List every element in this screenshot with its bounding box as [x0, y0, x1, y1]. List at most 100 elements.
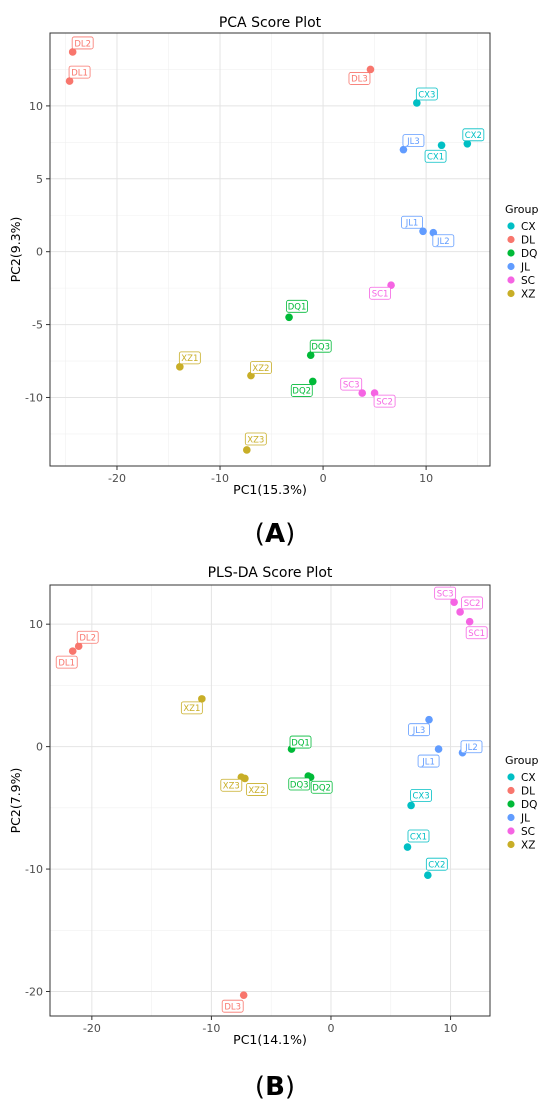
panel-label-letter: B	[265, 1072, 285, 1102]
point-label: DQ1	[291, 738, 310, 748]
point-label: XZ1	[181, 354, 198, 364]
y-axis-label: PC2(7.9%)	[8, 768, 23, 834]
point-label-box	[68, 65, 91, 79]
data-point	[239, 991, 248, 999]
point-label: DQ2	[312, 784, 331, 794]
point-label: CX3	[418, 90, 435, 100]
point-label-box	[424, 149, 447, 163]
legend-marker	[507, 840, 515, 849]
plot-border	[49, 32, 491, 467]
point-label-box	[340, 377, 363, 391]
x-tick-label: -20	[108, 472, 126, 485]
point-label: CX1	[427, 153, 444, 163]
point-label-box	[310, 780, 333, 794]
y-axis-label: PC2(9.3%)	[8, 217, 23, 283]
point-label: JL3	[412, 726, 426, 736]
point-label-box	[462, 128, 485, 142]
point-label-box	[178, 351, 201, 365]
point-label-box	[309, 339, 332, 353]
plsda-score-plot: -20 -10 0 10 -20 -10 0 10 PLS-DA Score Plot PC1(1…	[8, 565, 539, 1102]
y-tick-label: -5	[32, 319, 43, 332]
legend-marker	[507, 249, 515, 257]
data-point	[308, 377, 317, 386]
legend-marker	[507, 262, 515, 271]
legend-marker	[507, 235, 515, 244]
point-label-box	[288, 777, 311, 791]
y-tick-label: 0	[36, 741, 43, 754]
point-label-box	[221, 999, 244, 1013]
point-label: DQ3	[311, 342, 330, 352]
x-tick-label: -20	[83, 1022, 101, 1035]
point-label: XZ1	[183, 704, 200, 714]
point-label: SC2	[464, 599, 481, 609]
point-label: DL2	[74, 39, 91, 49]
x-tick-label: -10	[202, 1022, 220, 1035]
panel-label-paren: )	[285, 1072, 295, 1102]
point-label: DQ2	[292, 387, 311, 397]
point-label-box	[465, 626, 488, 640]
legend-marker	[507, 813, 515, 822]
legend-marker	[507, 827, 515, 835]
y-tick-label: 5	[36, 173, 43, 186]
point-label-box	[286, 299, 308, 313]
point-label-box	[245, 783, 268, 796]
legend-label: DL	[521, 235, 535, 247]
legend-label: DQ	[521, 248, 537, 260]
data-point	[450, 598, 458, 606]
point-label-box	[71, 36, 94, 50]
y-tick-label: -10	[25, 391, 43, 404]
y-tick-label: 0	[36, 246, 43, 259]
data-point	[176, 363, 184, 371]
point-label-box	[290, 384, 313, 397]
point-label: DQ1	[288, 303, 307, 313]
data-point	[419, 227, 427, 236]
point-label: SC2	[376, 397, 393, 407]
point-label-box	[408, 723, 430, 737]
data-point	[437, 141, 446, 150]
point-label: SC3	[343, 380, 360, 390]
legend-label: XZ	[521, 840, 535, 852]
data-point	[74, 642, 83, 651]
panel-label: (B)	[255, 1072, 295, 1102]
point-label: XZ3	[223, 782, 240, 792]
point-label-box	[55, 655, 78, 669]
point-label: XZ2	[248, 786, 265, 796]
data-point	[399, 145, 408, 154]
point-label-box	[180, 701, 203, 715]
legend-label: XZ	[521, 289, 535, 301]
data-point	[68, 647, 77, 655]
plot-border	[49, 584, 491, 1017]
point-label-box	[460, 740, 483, 754]
point-label-box	[289, 735, 312, 749]
point-label-box	[369, 286, 391, 300]
panel-label-letter: A	[265, 519, 285, 549]
legend-marker	[507, 222, 515, 230]
point-label-box	[76, 630, 99, 644]
point-label-box	[434, 586, 457, 600]
point-label: DL3	[224, 1002, 241, 1012]
point-label-box	[432, 234, 455, 248]
data-point	[407, 801, 415, 810]
point-label: DL2	[79, 634, 96, 644]
point-label: SC3	[437, 589, 454, 599]
data-point	[198, 695, 206, 703]
point-label-box	[244, 432, 267, 446]
legend-title: Group	[505, 754, 539, 767]
data-point	[424, 871, 432, 879]
legend-label: DL	[521, 786, 535, 798]
point-label-box	[461, 596, 484, 610]
legend-label: DQ	[521, 799, 537, 811]
legend-label: CX	[521, 772, 536, 784]
x-tick-label: 0	[327, 1022, 334, 1035]
point-label-box	[348, 72, 371, 85]
x-axis-label: PC1(15.3%)	[233, 482, 307, 497]
legend-label: JL	[520, 262, 530, 274]
point-label-box	[425, 857, 448, 871]
legend-label: CX	[521, 221, 536, 233]
point-label: DL3	[351, 75, 368, 85]
x-axis-label: PC1(14.1%)	[233, 1032, 307, 1047]
data-point	[403, 843, 412, 851]
point-label: DQ3	[290, 780, 309, 790]
point-label: JL3	[406, 137, 420, 147]
